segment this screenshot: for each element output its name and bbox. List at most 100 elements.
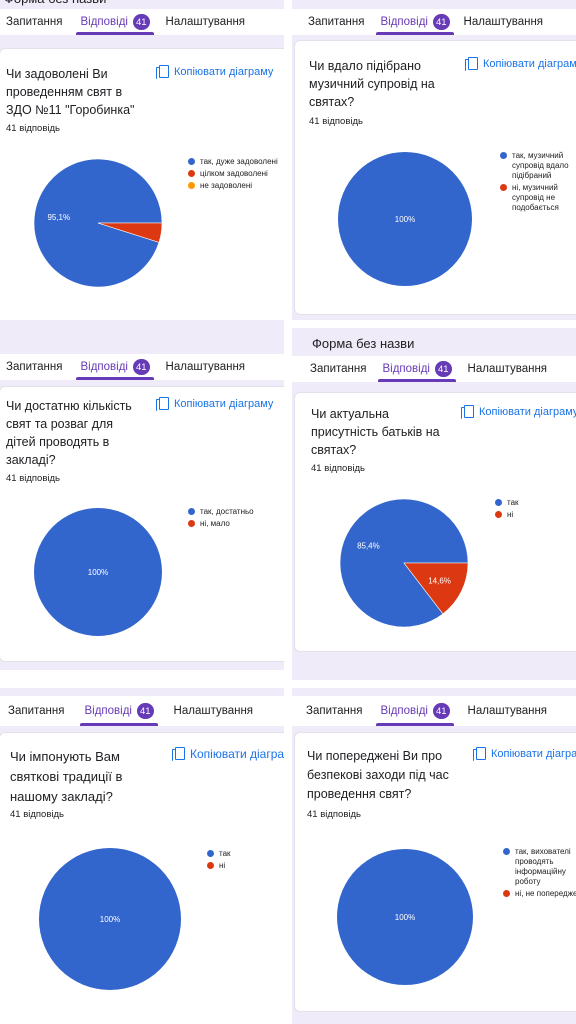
pie-slice-1	[338, 152, 472, 286]
screenshot-panel-6: Запитання Відповіді 41 Налаштування Чи по…	[292, 688, 576, 1024]
tab-questions[interactable]: Запитання	[300, 696, 368, 726]
screenshot-panel-4: Форма без назви Запитання Відповіді 41 На…	[292, 328, 576, 680]
tab-label: Відповіді	[380, 705, 428, 717]
legend-swatch	[503, 890, 510, 897]
tab-questions[interactable]: Запитання	[2, 696, 70, 726]
legend-label: не задоволені	[200, 181, 253, 190]
tab-label: Налаштування	[165, 16, 246, 28]
screenshot-panel-5: Запитання Відповіді 41 Налаштування Чи ім…	[0, 688, 284, 1024]
legend-label: так, дуже задоволені	[200, 157, 278, 166]
slice-label: 100%	[88, 568, 108, 577]
response-count: 41 відповідь	[311, 463, 365, 474]
form-title: Форма без назви	[312, 336, 415, 351]
copy-chart-button[interactable]: Копіювати діаграму	[465, 57, 576, 71]
tab-bar: Запитання Відповіді 41 Налаштування	[292, 696, 576, 726]
tab-label: Запитання	[310, 363, 367, 375]
copy-chart-label: Копіювати діаграму	[190, 747, 284, 761]
legend-label: так	[219, 849, 231, 858]
tab-label: Налаштування	[165, 361, 246, 373]
legend-swatch	[207, 862, 214, 869]
legend-label: так, музичний супровід вдало підібраний	[512, 151, 569, 180]
chart-legend: так, музичний супровід вдало підібраний н…	[500, 151, 576, 215]
copy-chart-label: Копіювати діаграму	[491, 748, 576, 760]
copy-chart-button[interactable]: Копіювати діаграму	[156, 397, 273, 411]
tab-label: Налаштування	[173, 705, 254, 717]
tab-settings[interactable]: Налаштування	[462, 356, 553, 382]
chart-legend: так ні	[207, 849, 267, 873]
copy-chart-button[interactable]: Копіювати діаграму	[461, 405, 576, 419]
pie-slice-1	[39, 848, 181, 990]
responses-count-badge: 41	[432, 14, 450, 30]
legend-item: так, достатньо	[188, 507, 278, 517]
copy-chart-button[interactable]: Копіювати діаграму	[473, 747, 576, 761]
pie-chart: 100%	[338, 152, 472, 286]
screenshot-panel-2: Запитання Відповіді 41 Налаштування Чи вд…	[292, 0, 576, 320]
tab-responses[interactable]: Відповіді 41	[74, 9, 155, 35]
tab-bar: Запитання Відповіді 41 Налаштування	[0, 9, 284, 35]
copy-icon	[473, 747, 486, 761]
question-card: Чи вдало підібрано музичний супровід на …	[294, 40, 576, 315]
question-card: Чи імпонують Вам святкові традиції в наш…	[0, 732, 284, 1024]
tab-questions[interactable]: Запитання	[304, 356, 372, 382]
question-card: Чи достатню кількість свят та розваг для…	[0, 386, 284, 662]
legend-item: ні	[495, 510, 575, 520]
pie-chart: 85,4% 14,6%	[339, 498, 469, 628]
slice-label: 100%	[395, 215, 415, 224]
question-title: Чи достатню кількість свят та розваг для…	[6, 399, 132, 467]
slice-label: 14,6%	[428, 577, 451, 586]
question-title: Чи задоволені Ви проведенням свят в ЗДО …	[6, 67, 135, 117]
tab-responses[interactable]: Відповіді 41	[74, 354, 155, 380]
tab-questions[interactable]: Запитання	[302, 9, 370, 35]
question-card: Чи попереджені Ви про безпекові заходи п…	[294, 732, 576, 1012]
copy-chart-label: Копіювати діаграму	[483, 58, 576, 70]
question-title: Чи імпонують Вам святкові традиції в наш…	[10, 749, 123, 804]
responses-count-badge: 41	[132, 359, 150, 375]
pie-chart: 95,1%	[33, 158, 163, 288]
response-count: 41 відповідь	[309, 116, 363, 127]
chart-legend: так, дуже задоволені цілком задоволені не …	[188, 157, 278, 193]
screenshot-panel-3: Запитання Відповіді 41 Налаштування Чи до…	[0, 320, 284, 670]
copy-chart-label: Копіювати діаграму	[174, 398, 274, 410]
legend-swatch	[207, 850, 214, 857]
chart-legend: так ні	[495, 498, 575, 522]
legend-swatch	[495, 511, 502, 518]
tab-responses[interactable]: Відповіді 41	[376, 356, 457, 382]
legend-label: ні	[219, 861, 226, 870]
copy-chart-label: Копіювати діаграму	[479, 406, 576, 418]
tab-settings[interactable]: Налаштування	[458, 9, 549, 35]
legend-swatch	[500, 152, 507, 159]
tab-label: Запитання	[306, 705, 363, 717]
tab-responses[interactable]: Відповіді 41	[78, 696, 159, 726]
chart-legend: так, достатньо ні, мало	[188, 507, 278, 531]
legend-label: так, достатньо	[200, 507, 254, 516]
copy-chart-label: Копіювати діаграму	[174, 66, 274, 78]
tab-label: Відповіді	[84, 705, 132, 717]
legend-swatch	[188, 170, 195, 177]
tab-responses[interactable]: Відповіді 41	[374, 9, 455, 35]
tab-settings[interactable]: Налаштування	[168, 696, 259, 726]
tab-responses[interactable]: Відповіді 41	[374, 696, 455, 726]
copy-chart-button[interactable]: Копіювати діаграму	[156, 65, 273, 79]
tab-label: Налаштування	[467, 705, 548, 717]
copy-icon	[156, 65, 169, 79]
legend-label: ні, мало	[200, 519, 230, 528]
tab-settings[interactable]: Налаштування	[160, 9, 251, 35]
tab-label: Налаштування	[463, 16, 544, 28]
legend-item: так	[495, 498, 575, 508]
legend-swatch	[188, 182, 195, 189]
legend-label: ні, музичний супровід не подобається	[512, 183, 559, 212]
tab-settings[interactable]: Налаштування	[160, 354, 251, 380]
tab-questions[interactable]: Запитання	[0, 9, 68, 35]
legend-swatch	[188, 508, 195, 515]
copy-chart-button[interactable]: Копіювати діаграму	[172, 747, 284, 761]
question-card: Чи актуальна присутність батьків на свят…	[294, 392, 576, 652]
response-count: 41 відповідь	[6, 473, 60, 484]
tab-label: Налаштування	[467, 363, 548, 375]
legend-label: цілком задоволені	[200, 169, 268, 178]
tab-questions[interactable]: Запитання	[0, 354, 68, 380]
slice-label: 100%	[100, 915, 120, 924]
tab-settings[interactable]: Налаштування	[462, 696, 553, 726]
legend-label: так	[507, 498, 519, 507]
question-title: Чи попереджені Ви про безпекові заходи п…	[307, 749, 449, 801]
tab-bar: Запитання Відповіді 41 Налаштування	[0, 354, 284, 380]
